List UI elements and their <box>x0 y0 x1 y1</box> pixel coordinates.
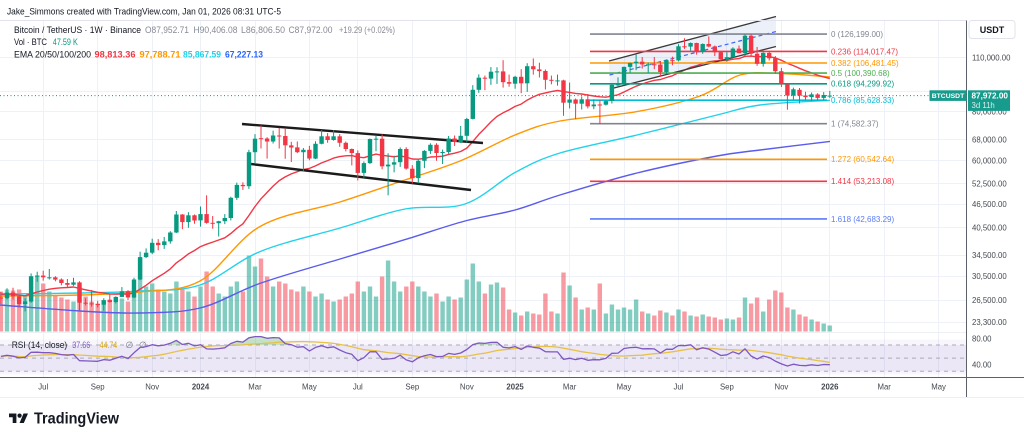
svg-text:68,000.00: 68,000.00 <box>972 135 1007 144</box>
svg-text:Nov: Nov <box>460 382 474 391</box>
svg-text:∅: ∅ <box>139 340 147 350</box>
svg-text:May: May <box>302 382 317 391</box>
svg-text:2025: 2025 <box>506 382 524 391</box>
svg-text:1 (74,582.37): 1 (74,582.37) <box>831 120 879 129</box>
svg-text:May: May <box>931 382 946 391</box>
svg-text:52,500.00: 52,500.00 <box>972 179 1007 188</box>
svg-text:Jake_Simmons created with Trad: Jake_Simmons created with TradingView.co… <box>7 6 281 17</box>
svg-text:Sep: Sep <box>720 382 735 391</box>
svg-text:67,227.13: 67,227.13 <box>225 49 263 59</box>
svg-text:40.00: 40.00 <box>972 361 992 370</box>
svg-text:0.5 (100,390.68): 0.5 (100,390.68) <box>831 69 890 78</box>
svg-text:23,300.00: 23,300.00 <box>972 318 1007 327</box>
svg-text:Bitcoin / TetherUS · 1W · Bina: Bitcoin / TetherUS · 1W · Binance <box>14 25 141 35</box>
svg-text:O87,952.71: O87,952.71 <box>145 25 189 35</box>
svg-text:RSI (14, close): RSI (14, close) <box>12 340 67 350</box>
svg-text:Nov: Nov <box>145 382 159 391</box>
svg-text:0.786 (85,628.33): 0.786 (85,628.33) <box>831 96 894 105</box>
svg-text:USDT: USDT <box>980 25 1005 35</box>
svg-text:Sep: Sep <box>405 382 420 391</box>
svg-text:26,500.00: 26,500.00 <box>972 296 1007 305</box>
svg-text:0.618 (94,299.92): 0.618 (94,299.92) <box>831 80 894 89</box>
svg-text:1.618 (42,683.29): 1.618 (42,683.29) <box>831 215 894 224</box>
svg-text:Jul: Jul <box>38 382 48 391</box>
svg-text:+19.29 (+0.02%): +19.29 (+0.02%) <box>339 25 395 35</box>
svg-text:Jul: Jul <box>353 382 363 391</box>
svg-text:30,500.00: 30,500.00 <box>972 272 1007 281</box>
svg-text:2026: 2026 <box>821 382 839 391</box>
svg-text:Nov: Nov <box>774 382 788 391</box>
svg-text:1.414 (53,213.08): 1.414 (53,213.08) <box>831 177 894 186</box>
svg-text:TradingView: TradingView <box>34 411 120 428</box>
svg-text:May: May <box>617 382 632 391</box>
svg-text:47.59 K: 47.59 K <box>53 37 78 47</box>
svg-text:Mar: Mar <box>563 382 577 391</box>
svg-text:110,000.00: 110,000.00 <box>972 53 1011 62</box>
svg-text:60,000.00: 60,000.00 <box>972 157 1007 166</box>
svg-text:46,500.00: 46,500.00 <box>972 200 1007 209</box>
svg-text:EMA 20/50/100/200: EMA 20/50/100/200 <box>14 49 91 59</box>
svg-text:0.236 (114,017.47): 0.236 (114,017.47) <box>831 47 898 56</box>
svg-text:Mar: Mar <box>248 382 262 391</box>
svg-text:C87,972.00: C87,972.00 <box>289 25 333 35</box>
svg-text:BTCUSDT: BTCUSDT <box>932 93 965 100</box>
svg-text:1.272 (60,542.64): 1.272 (60,542.64) <box>831 155 894 164</box>
svg-text:L86,806.50: L86,806.50 <box>241 25 285 35</box>
svg-text:97,788.71: 97,788.71 <box>140 49 181 59</box>
svg-text:87,972.00: 87,972.00 <box>972 91 1009 100</box>
svg-text:37.66: 37.66 <box>72 340 90 350</box>
svg-text:3d 11h: 3d 11h <box>972 101 995 110</box>
svg-text:0 (126,199.00): 0 (126,199.00) <box>831 30 883 39</box>
svg-text:0.382 (106,481.45): 0.382 (106,481.45) <box>831 59 899 68</box>
svg-text:40,500.00: 40,500.00 <box>972 224 1007 233</box>
svg-text:Jul: Jul <box>674 382 684 391</box>
svg-text:80,000.00: 80,000.00 <box>972 108 1007 117</box>
svg-text:H90,406.08: H90,406.08 <box>194 25 238 35</box>
svg-text:85,867.59: 85,867.59 <box>183 49 221 59</box>
svg-text:Sep: Sep <box>91 382 106 391</box>
svg-text:98,813.36: 98,813.36 <box>95 49 136 59</box>
svg-text:80.00: 80.00 <box>972 334 992 343</box>
svg-text:∅: ∅ <box>126 340 134 350</box>
svg-text:Vol · BTC: Vol · BTC <box>14 37 47 47</box>
svg-text:Mar: Mar <box>877 382 891 391</box>
svg-text:34,500.00: 34,500.00 <box>972 251 1007 260</box>
svg-text:44.74: 44.74 <box>100 340 118 350</box>
svg-text:2024: 2024 <box>192 382 210 391</box>
